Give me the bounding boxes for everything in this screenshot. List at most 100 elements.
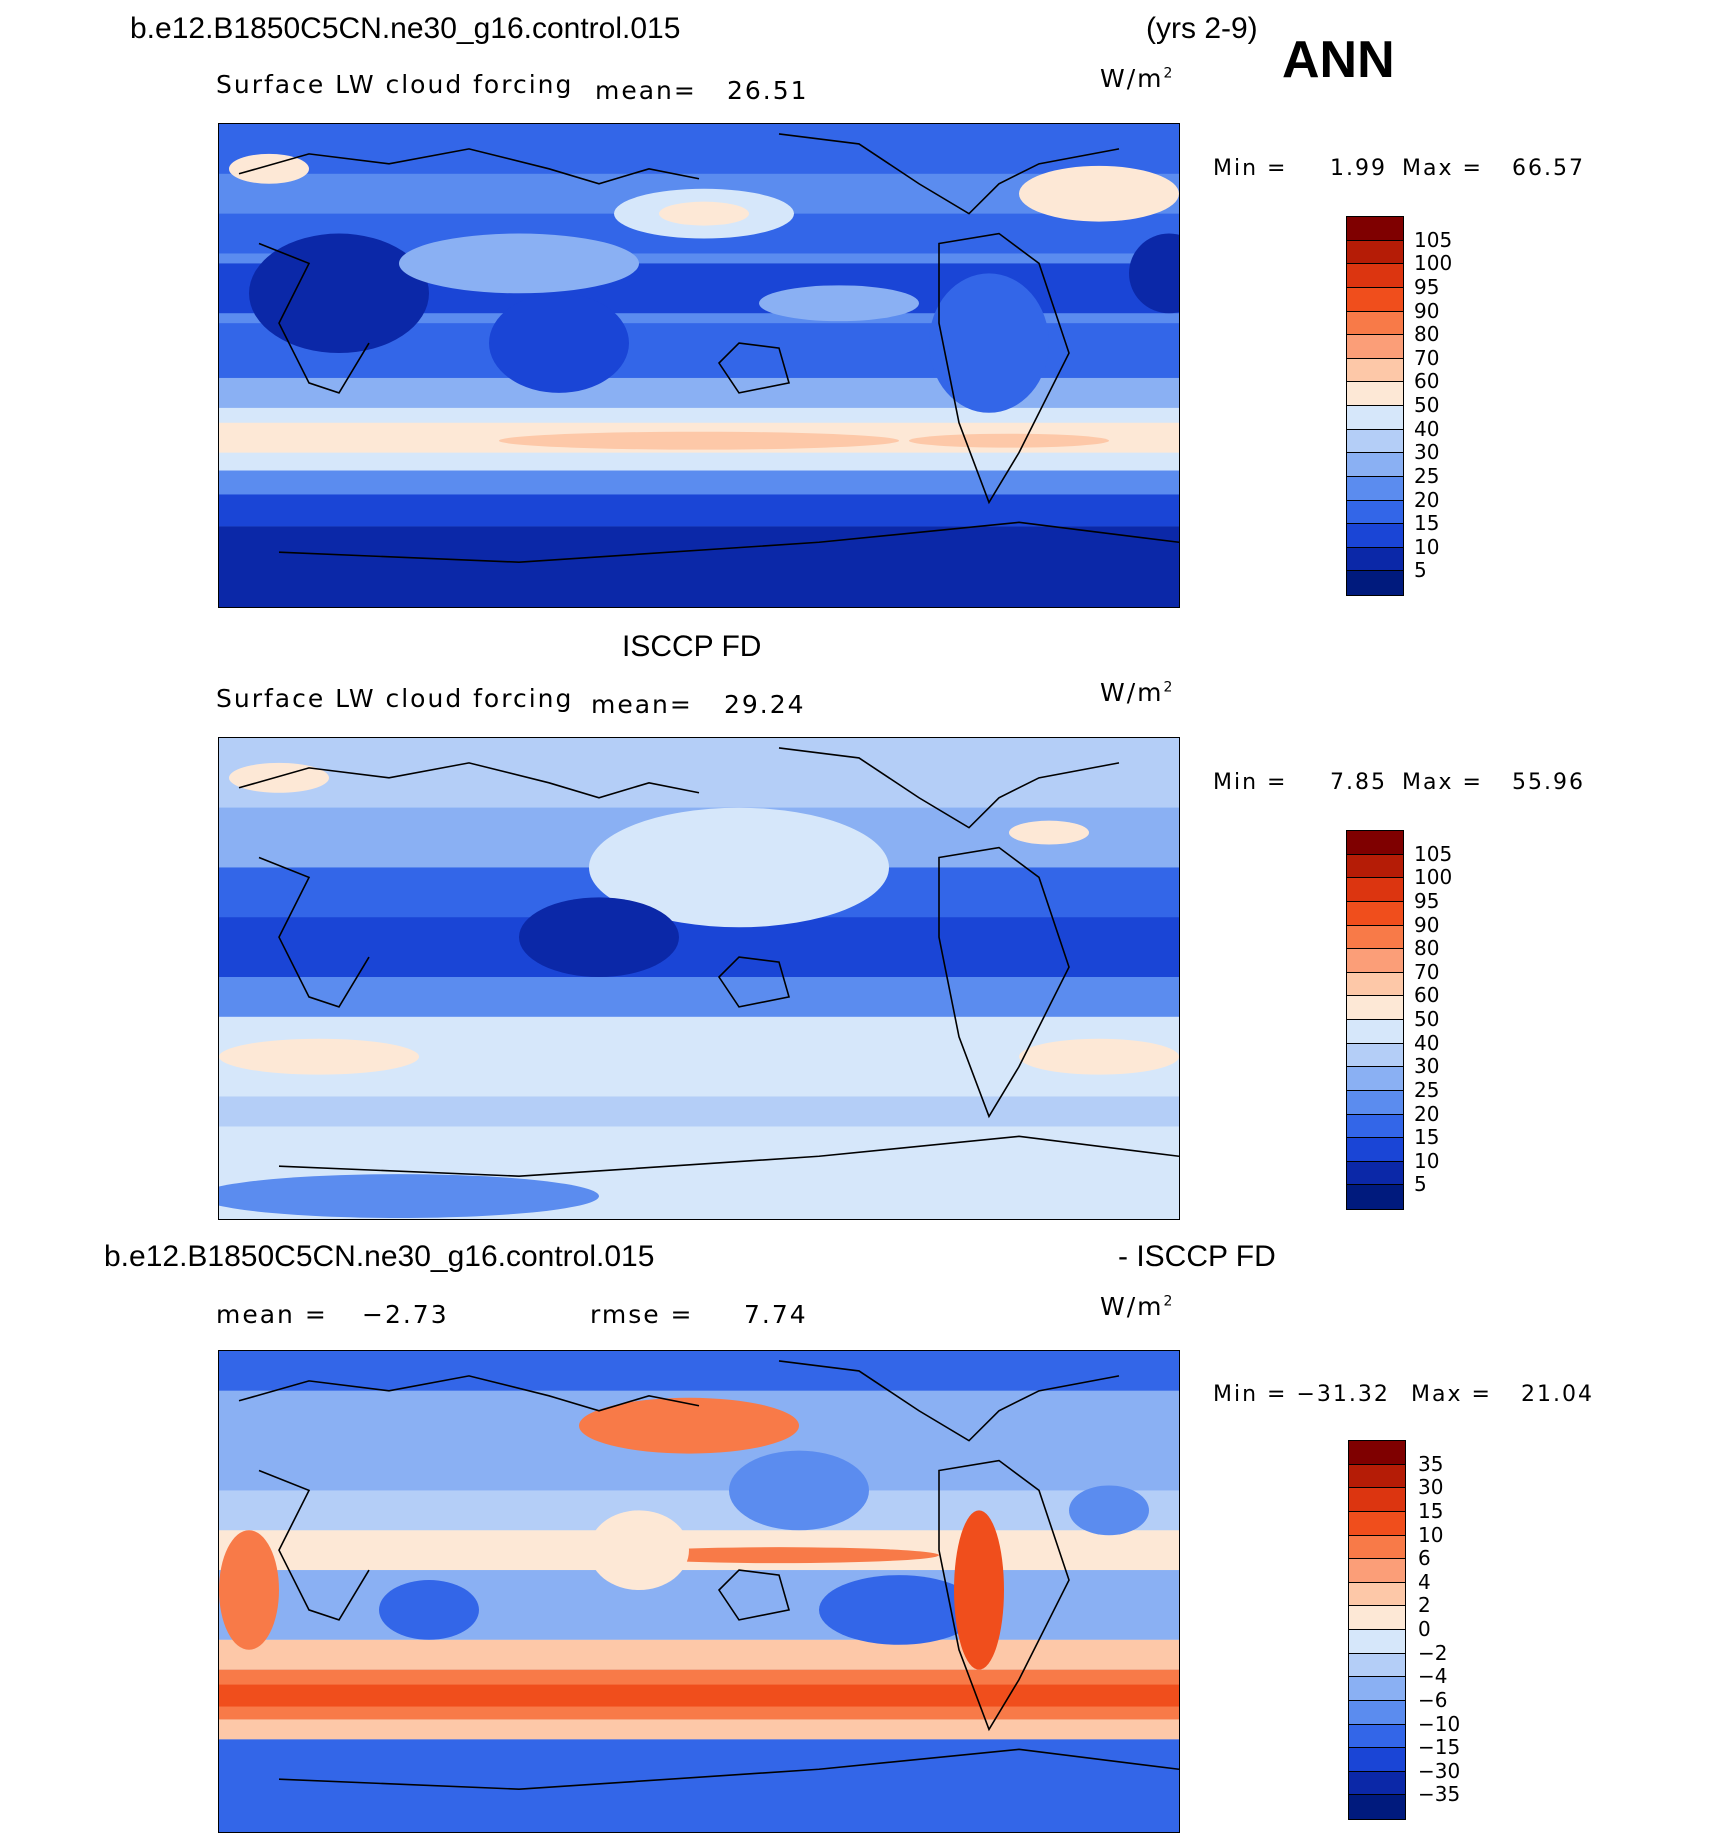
colorbar-segment: [1347, 1043, 1403, 1068]
colorbar-segment: [1349, 1748, 1405, 1772]
years-label: (yrs 2-9): [1146, 12, 1258, 45]
colorbar-tick-label: 30: [1418, 1475, 1444, 1500]
colorbar-segment: [1347, 571, 1403, 595]
panel3-rmse-value: 7.74: [744, 1300, 808, 1329]
case-title: b.e12.B1850C5CN.ne30_g16.control.015: [130, 12, 681, 45]
colorbar-segment: [1347, 547, 1403, 572]
colorbar-segment: [1347, 831, 1403, 855]
colorbar-tick-label: −2: [1418, 1640, 1448, 1665]
panel3-min-label: Min = −31.32: [1213, 1382, 1390, 1407]
colorbar-segment: [1347, 264, 1403, 288]
panel2-mean-label: mean=: [591, 690, 693, 719]
colorbar-tick-label: 2: [1418, 1593, 1431, 1618]
panel2-title: ISCCP FD: [622, 630, 762, 663]
panel3-max-value: 21.04: [1521, 1382, 1594, 1407]
colorbar-tick-label: 90: [1414, 912, 1440, 937]
colorbar-tick-label: 80: [1414, 936, 1440, 961]
colorbar-segment: [1349, 1700, 1405, 1725]
colorbar-segment: [1347, 1138, 1403, 1162]
panel1-max-value: 66.57: [1512, 156, 1585, 181]
colorbar-tick-label: 90: [1414, 298, 1440, 323]
colorbar-segment: [1347, 217, 1403, 241]
colorbar-tick-label: 40: [1414, 416, 1440, 441]
colorbar-tick-label: 5: [1414, 1172, 1427, 1197]
colorbar-tick-label: −10: [1418, 1711, 1461, 1736]
colorbar-tick-label: 50: [1414, 393, 1440, 417]
colorbar-tick-label: 100: [1414, 865, 1453, 890]
panel3-mean-label: mean =: [216, 1300, 328, 1329]
colorbar-segment: [1347, 1020, 1403, 1044]
panel1-units: W/m2: [1100, 64, 1175, 93]
panel3-colorbar: [1348, 1440, 1406, 1820]
colorbar-segment: [1347, 878, 1403, 902]
colorbar-segment: [1347, 949, 1403, 973]
panel2-min-value: 7.85: [1330, 770, 1387, 795]
colorbar-segment: [1347, 1090, 1403, 1115]
colorbar-tick-label: 30: [1414, 1054, 1440, 1079]
colorbar-tick-label: 50: [1414, 1007, 1440, 1031]
colorbar-tick-label: −4: [1418, 1664, 1448, 1689]
panel3-title-left: b.e12.B1850C5CN.ne30_g16.control.015: [104, 1240, 655, 1273]
panel3-rmse-label: rmse =: [590, 1300, 694, 1329]
colorbar-tick-label: 25: [1414, 463, 1440, 488]
panel1-mean-label: mean=: [595, 76, 697, 105]
panel2-min-label: Min =: [1213, 770, 1288, 795]
colorbar-segment: [1347, 406, 1403, 430]
colorbar-segment: [1347, 1161, 1403, 1186]
panel1-colorbar: [1346, 216, 1404, 596]
colorbar-segment: [1347, 429, 1403, 454]
colorbar-tick-label: −6: [1418, 1687, 1448, 1712]
colorbar-tick-label: 70: [1414, 959, 1440, 984]
colorbar-segment: [1347, 358, 1403, 383]
colorbar-segment: [1347, 382, 1403, 406]
colorbar-tick-label: 10: [1418, 1522, 1444, 1547]
panel3-units: W/m2: [1100, 1292, 1175, 1321]
colorbar-tick-label: 80: [1414, 322, 1440, 347]
colorbar-tick-label: 40: [1414, 1030, 1440, 1055]
colorbar-segment: [1347, 453, 1403, 477]
panel2-colorbar-labels: 105 100 95 90 80 70 60 50 40 30 25 20 15 10 5: [1414, 830, 1474, 1210]
colorbar-segment: [1347, 287, 1403, 312]
colorbar-segment: [1347, 240, 1403, 265]
colorbar-tick-label: 15: [1414, 511, 1440, 536]
colorbar-tick-label: 10: [1414, 534, 1440, 559]
panel1-max-label: Max =: [1402, 156, 1483, 181]
colorbar-segment: [1347, 996, 1403, 1020]
panel1-min-label: Min =: [1213, 156, 1288, 181]
panel2-colorbar: [1346, 830, 1404, 1210]
panel3-mean-value: −2.73: [362, 1300, 449, 1329]
colorbar-segment: [1347, 1067, 1403, 1091]
colorbar-segment: [1347, 524, 1403, 548]
colorbar-segment: [1347, 972, 1403, 997]
colorbar-segment: [1347, 1114, 1403, 1139]
panel2-map: [218, 737, 1180, 1220]
colorbar-segment: [1349, 1464, 1405, 1489]
colorbar-segment: [1347, 901, 1403, 926]
colorbar-segment: [1349, 1582, 1405, 1607]
colorbar-tick-label: 20: [1414, 487, 1440, 512]
colorbar-tick-label: 70: [1414, 345, 1440, 370]
colorbar-segment: [1347, 335, 1403, 359]
colorbar-segment: [1347, 925, 1403, 950]
colorbar-segment: [1349, 1606, 1405, 1630]
colorbar-tick-label: 100: [1414, 251, 1453, 276]
colorbar-segment: [1347, 476, 1403, 501]
panel3-map: [218, 1350, 1180, 1833]
colorbar-tick-label: 4: [1418, 1569, 1431, 1594]
colorbar-tick-label: 95: [1414, 888, 1440, 913]
colorbar-segment: [1349, 1488, 1405, 1512]
panel2-max-label: Max =: [1402, 770, 1483, 795]
panel1-colorbar-labels: 105 100 95 90 80 70 60 50 40 30 25 20 15 10 5: [1414, 216, 1474, 596]
panel1-variable: Surface LW cloud forcing: [216, 70, 574, 99]
colorbar-tick-label: 10: [1414, 1148, 1440, 1173]
colorbar-tick-label: 5: [1414, 558, 1427, 583]
colorbar-tick-label: 105: [1414, 841, 1453, 866]
panel2-variable: Surface LW cloud forcing: [216, 684, 574, 713]
colorbar-tick-label: 35: [1418, 1451, 1444, 1476]
colorbar-tick-label: 20: [1414, 1101, 1440, 1126]
colorbar-segment: [1349, 1559, 1405, 1583]
colorbar-segment: [1349, 1724, 1405, 1749]
colorbar-segment: [1349, 1795, 1405, 1819]
colorbar-segment: [1347, 311, 1403, 336]
panel1-min-value: 1.99: [1330, 156, 1387, 181]
